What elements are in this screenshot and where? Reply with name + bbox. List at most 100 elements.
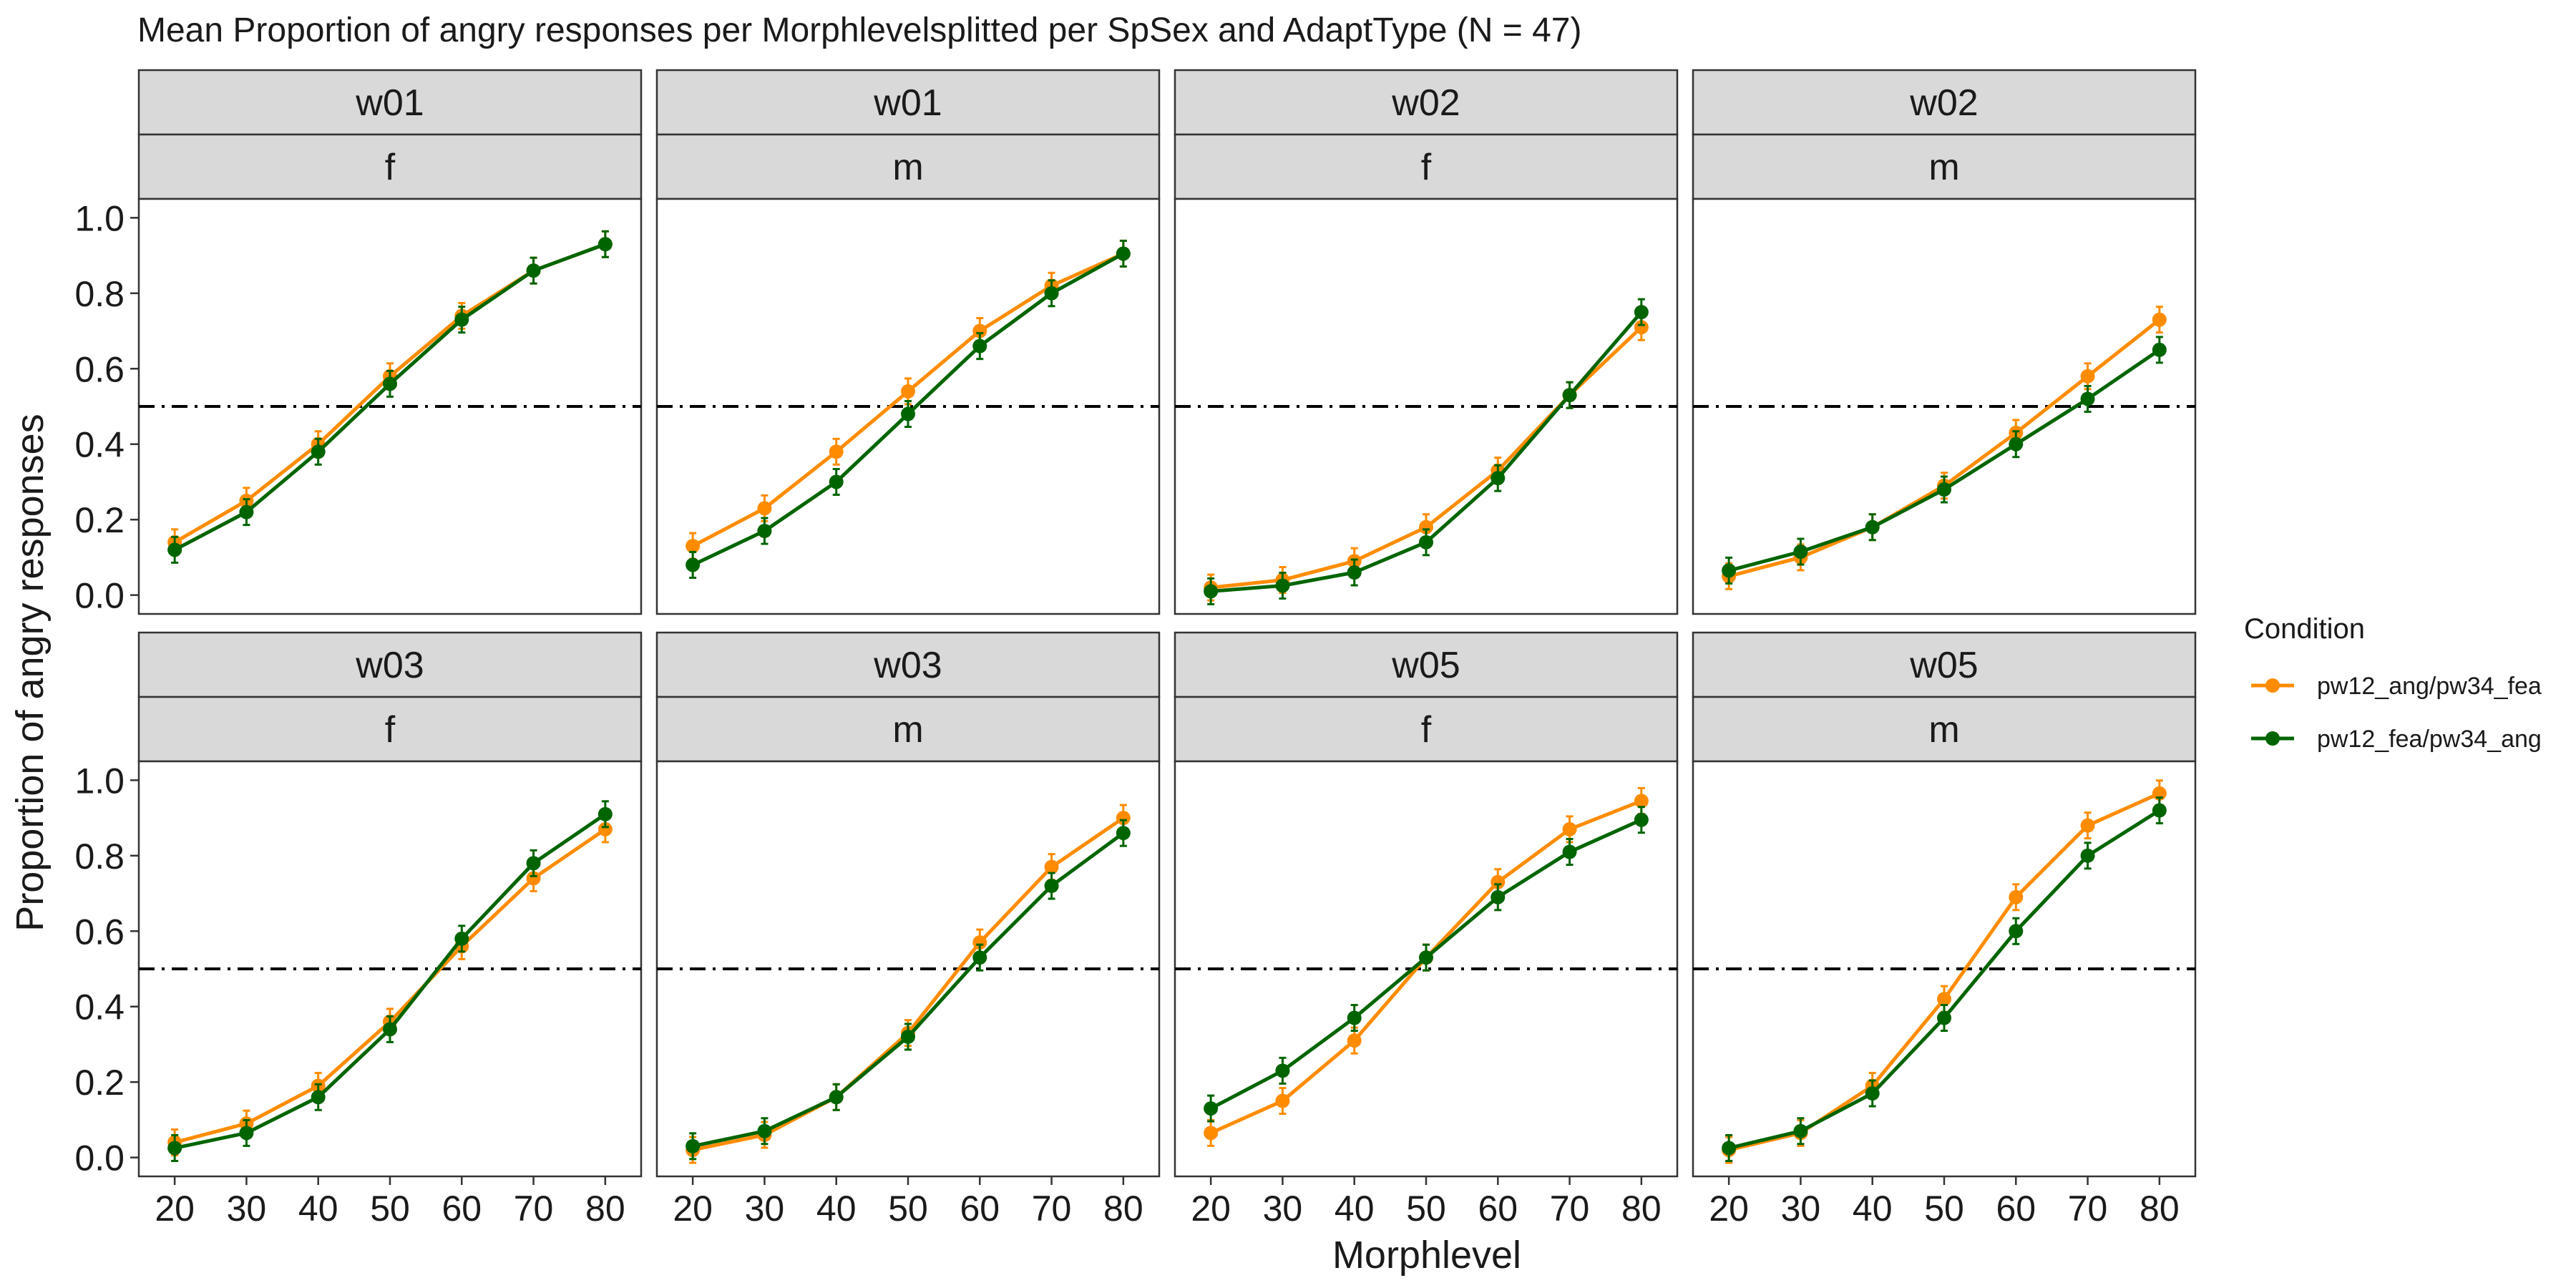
data-point [686,1138,701,1153]
x-tick-label: 20 [155,1189,195,1229]
x-tick-label: 40 [298,1189,338,1229]
data-point [383,1022,397,1037]
data-point [1204,1101,1219,1116]
strip-label-sex: m [1928,709,1959,751]
facet-panel: w02 m [1692,69,2197,615]
data-point [2152,342,2167,357]
data-point [1275,578,1290,593]
data-point [597,237,613,252]
data-point [1793,545,1808,559]
x-tick-label: 40 [816,1189,857,1229]
x-axis-label: Morphlevel [1332,1234,1521,1277]
data-point [1347,1010,1362,1025]
y-tick-label: 0.6 [74,912,125,952]
x-tick-label: 20 [1709,1189,1749,1229]
data-point [757,524,772,538]
facet-panel: w01 f 0.0 0.2 0.4 0.6 0.8 1.0 [74,69,643,616]
data-point [1491,874,1506,889]
strip-label-window: w02 [1391,82,1460,124]
data-point [1722,1141,1737,1156]
legend-label: pw12_fea/pw34_ang [2317,726,2542,753]
strip-label-sex: m [1928,147,1959,188]
data-point [686,539,701,554]
series-fea-ang [167,800,613,1162]
series-fea-ang [167,230,613,564]
y-tick-label: 0.2 [74,1063,125,1103]
strip-bottom [1692,133,2197,200]
strip-label-window: w02 [1909,82,1978,124]
series-fea-ang [1722,796,2167,1162]
data-point [1116,246,1131,261]
facet-panel: w03 m 20 30 40 50 60 70 80 [655,631,1161,1229]
y-tick-label: 0.6 [74,349,125,389]
data-point [901,406,915,421]
legend-marker [2265,678,2280,693]
data-point [1491,471,1506,486]
x-tick-label: 60 [441,1189,482,1229]
data-point [311,444,326,459]
x-tick-label: 80 [1621,1189,1662,1229]
data-point [597,806,613,821]
strip-bottom [1174,133,1679,200]
data-point [757,501,772,516]
facet-panel: w05 f 20 30 40 50 60 70 80 [1174,631,1679,1229]
data-point [1347,1033,1362,1048]
data-point [1865,519,1880,535]
data-point [972,323,987,338]
data-point [1347,565,1362,580]
x-tick-label: 70 [2068,1189,2108,1229]
x-tick-label: 70 [1550,1189,1590,1229]
y-tick-label: 0.0 [74,576,125,616]
y-tick-label: 0.8 [74,274,125,314]
data-point [1722,563,1737,578]
y-tick-label: 0.8 [74,836,125,877]
series-fea-ang [686,239,1131,579]
strip-label-window: w05 [1909,645,1978,686]
data-point [686,557,701,572]
data-point [454,312,469,327]
strip-label-window: w01 [355,82,424,124]
series-fea-ang [1204,806,1649,1123]
x-tick-label: 80 [2140,1189,2180,1229]
x-tick-label: 30 [745,1189,785,1229]
data-point [829,1090,844,1105]
data-point [901,1029,915,1044]
strip-top [1692,631,2197,698]
data-point [1937,992,1951,1007]
series-fea-ang [1204,298,1649,605]
data-point [1116,826,1131,841]
y-tick-label: 0.0 [74,1138,125,1179]
data-point [1044,286,1059,301]
data-point [2152,803,2167,818]
data-point [526,263,541,278]
data-point [239,1126,254,1141]
data-point [2080,818,2095,833]
data-point [1634,794,1649,809]
x-tick-label: 80 [585,1189,625,1229]
data-point [2009,889,2024,904]
data-point [167,542,182,557]
data-point [1204,584,1219,599]
y-axis-label: Proportion of angry responses [9,414,52,931]
strip-bottom [137,133,643,200]
data-point [1491,889,1506,904]
data-point [1865,1086,1880,1101]
x-tick-label: 40 [1853,1189,1893,1229]
chart-title: Mean Proportion of angry responses per M… [137,11,1581,49]
data-point [239,504,254,519]
data-point [1562,844,1577,859]
facet-panel: w03 f 0.0 0.2 0.4 0.6 0.8 1.0 20 30 40 50 60 70 80 [74,631,643,1229]
strip-bottom [137,696,643,763]
data-point [1419,950,1433,965]
x-tick-label: 50 [888,1189,928,1229]
legend-title: Condition [2244,613,2365,645]
x-tick-label: 30 [1263,1189,1303,1229]
data-point [829,474,844,489]
y-tick-label: 0.4 [74,987,125,1028]
y-tick-label: 1.0 [74,761,125,801]
data-point [383,376,397,391]
strip-label-window: w05 [1391,645,1460,686]
strip-top [137,631,643,698]
strip-label-window: w03 [873,645,942,686]
strip-label-sex: f [1421,709,1432,751]
